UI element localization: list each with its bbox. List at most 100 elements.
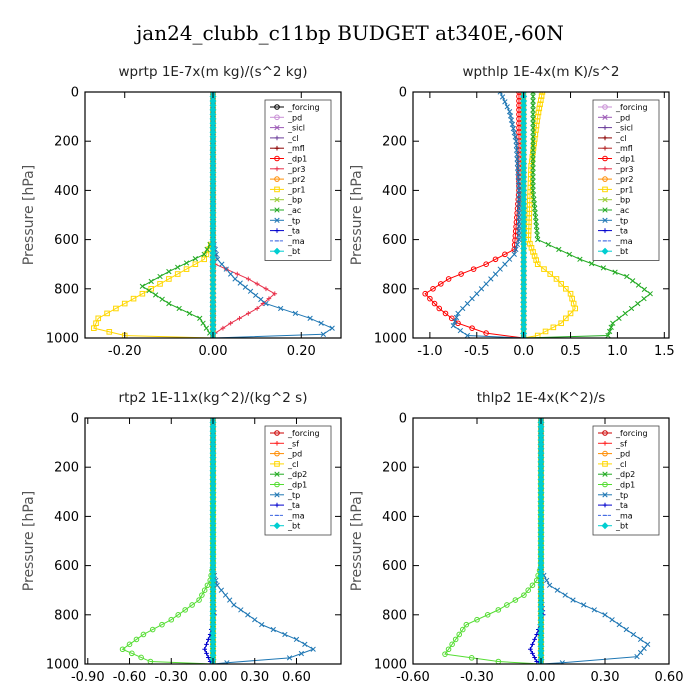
legend-label: _bt <box>287 522 300 531</box>
data-point <box>174 271 181 277</box>
y-tick-label: 800 <box>382 608 407 623</box>
legend-label: _pr3 <box>287 165 305 174</box>
data-point <box>497 266 503 272</box>
data-point <box>442 651 448 657</box>
legend-entry: _cl <box>270 134 299 143</box>
data-point <box>530 111 536 118</box>
legend-entry: _ta <box>270 501 300 510</box>
legend-label: _pd <box>615 450 630 459</box>
data-point <box>515 169 521 176</box>
data-point <box>570 597 576 603</box>
x-tick-label: -0.60 <box>396 670 430 685</box>
legend-entry: _bt <box>270 247 300 256</box>
data-point <box>513 138 519 144</box>
data-point <box>608 324 614 330</box>
data-point <box>512 134 518 140</box>
x-tick-label: 0.60 <box>282 670 311 685</box>
x-tick-label: 0.00 <box>199 670 228 685</box>
data-point <box>610 320 616 326</box>
data-point <box>515 174 521 180</box>
data-point <box>516 219 522 225</box>
series-line <box>540 418 649 664</box>
legend-entry: _bt <box>270 522 300 531</box>
panel-title: rtp2 1E-11x(kg^2)/(kg^2 s) <box>119 390 308 406</box>
data-point <box>259 621 265 628</box>
data-point <box>622 310 628 317</box>
data-point <box>502 261 508 267</box>
legend-entry: _forcing <box>270 103 320 112</box>
data-point <box>516 236 522 243</box>
data-point <box>438 281 444 287</box>
legend-label: _mfl <box>287 144 305 153</box>
data-point <box>222 592 229 598</box>
data-point <box>130 295 137 302</box>
data-point <box>470 266 477 272</box>
data-point <box>530 160 536 167</box>
data-point <box>509 121 516 127</box>
data-point <box>602 612 608 618</box>
legend-entry: _pr2 <box>598 175 633 184</box>
data-point <box>183 260 190 266</box>
x-tick-label: 0.00 <box>527 670 556 685</box>
panel-title: wpthlp 1E-4x(m K)/s^2 <box>463 64 620 80</box>
legend-marker <box>274 461 280 467</box>
plot-area <box>91 92 335 338</box>
legend-marker <box>274 114 280 121</box>
data-point <box>511 251 517 258</box>
y-tick-label: 800 <box>382 282 407 297</box>
data-point <box>511 130 517 136</box>
data-point <box>152 292 159 298</box>
legend-entry: _dp1 <box>598 155 635 164</box>
legend-marker <box>274 217 280 223</box>
data-point <box>513 246 519 253</box>
data-point <box>558 320 564 327</box>
y-tick-label: 200 <box>382 135 407 150</box>
data-point <box>516 205 522 211</box>
data-point <box>113 305 119 312</box>
panels-container: wprtp 1E-7x(m kg)/(s^2 kg) Pressure [hPa]… <box>21 64 683 685</box>
data-point <box>183 266 190 272</box>
data-point <box>606 328 613 335</box>
legend-marker <box>602 450 608 457</box>
series-dp1 <box>422 92 527 338</box>
data-point <box>260 301 266 306</box>
data-point <box>278 305 284 312</box>
data-point <box>530 192 537 198</box>
data-point <box>531 196 537 202</box>
legend-entry: _forcing <box>598 103 648 112</box>
data-point <box>310 646 316 652</box>
data-point <box>469 325 475 331</box>
series-line <box>444 418 542 664</box>
legend-marker <box>602 228 608 233</box>
data-point <box>460 305 466 312</box>
legend-entry: _forcing <box>598 429 648 438</box>
data-point <box>263 286 269 292</box>
x-tick-label: -0.30 <box>460 670 494 685</box>
series-pr1 <box>520 92 579 338</box>
legend-marker <box>274 471 280 477</box>
y-tick-label: 200 <box>54 135 79 150</box>
y-tick-label: 200 <box>382 461 407 476</box>
legend-label: _sicl <box>287 124 305 133</box>
legend-label: _pr2 <box>615 175 633 184</box>
legend-marker <box>602 155 608 162</box>
y-tick-label: 1000 <box>46 658 79 673</box>
legend-marker <box>602 166 608 172</box>
data-point <box>567 310 574 317</box>
legend-label: _ac <box>615 206 629 215</box>
legend-label: _cl <box>615 134 627 143</box>
legend-entry: _ta <box>598 501 628 510</box>
y-tick-label: 600 <box>54 233 79 248</box>
legend-entry: _pr3 <box>598 165 633 174</box>
data-point <box>219 261 225 267</box>
legend-entry: _forcing <box>270 429 320 438</box>
legend-entry: _mfl <box>270 144 305 153</box>
legend-label: _tp <box>287 216 300 225</box>
legend-marker <box>602 492 608 498</box>
legend-entry: _ma <box>598 511 633 520</box>
data-point <box>516 228 522 234</box>
y-axis-label: Pressure [hPa] <box>21 491 37 591</box>
legend-label: _tp <box>615 491 628 500</box>
data-point <box>223 266 229 272</box>
legend-marker <box>274 166 280 172</box>
